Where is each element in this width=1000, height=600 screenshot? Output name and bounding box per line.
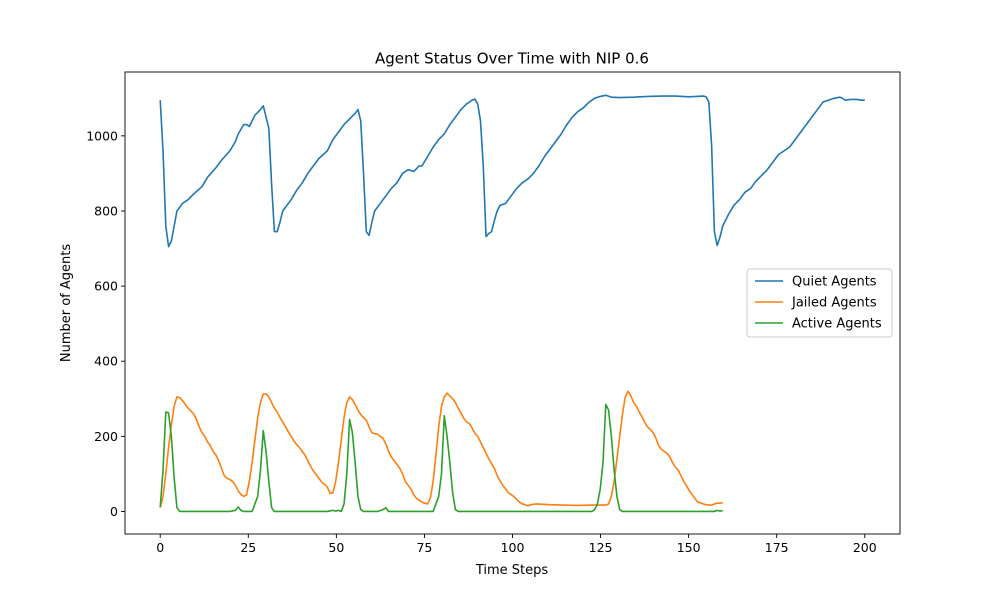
y-axis-label: Number of Agents	[59, 244, 74, 362]
y-tick-label: 0	[110, 504, 118, 519]
chart-title: Agent Status Over Time with NIP 0.6	[375, 50, 649, 68]
x-tick-label: 0	[156, 540, 164, 555]
x-tick-label: 100	[501, 540, 525, 555]
y-tick-label: 1000	[86, 128, 118, 143]
x-tick-label: 150	[677, 540, 701, 555]
legend-label: Active Agents	[792, 317, 882, 332]
y-axis-ticks: 0 200 400 600 800 1000	[86, 128, 125, 519]
x-tick-label: 25	[240, 540, 256, 555]
y-tick-label: 800	[94, 203, 118, 218]
y-tick-label: 600	[94, 279, 118, 294]
series-line-quiet-agents	[159, 94, 865, 248]
legend-label: Jailed Agents	[791, 296, 877, 311]
x-tick-label: 75	[416, 540, 432, 555]
y-tick-label: 400	[94, 354, 118, 369]
x-tick-label: 175	[765, 540, 789, 555]
y-tick-label: 200	[94, 429, 118, 444]
series-line-active-agents	[159, 403, 723, 513]
legend-box	[746, 268, 893, 338]
x-axis-ticks: 0 25 50 75 100 125 150 175 200	[156, 534, 877, 555]
x-tick-label: 125	[589, 540, 613, 555]
x-axis-label: Time Steps	[475, 563, 549, 578]
plot-frame	[124, 71, 901, 535]
plot-area	[159, 94, 865, 513]
x-tick-label: 50	[328, 540, 344, 555]
x-tick-label: 200	[853, 540, 877, 555]
legend-label: Quiet Agents	[792, 275, 877, 290]
legend: Quiet Agents Jailed Agents Active Agents	[746, 268, 893, 338]
series-line-jailed-agents	[159, 390, 723, 508]
